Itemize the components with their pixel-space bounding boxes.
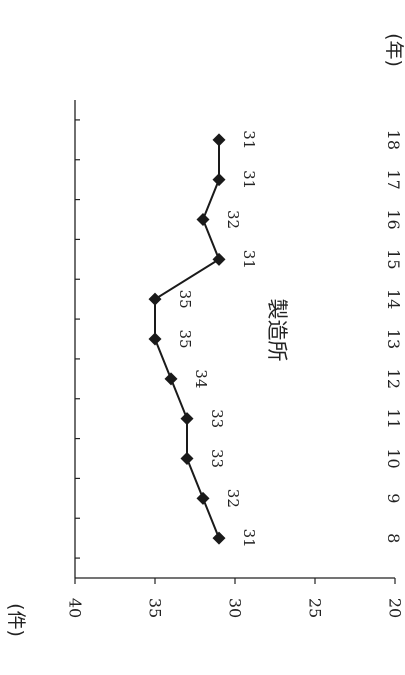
- markers: [148, 133, 226, 545]
- data-label: 32: [224, 489, 242, 508]
- data-point: [196, 491, 210, 505]
- data-point: [180, 452, 194, 465]
- data-point: [212, 173, 226, 187]
- x-tick-label: 15: [384, 249, 403, 269]
- data-label: 32: [224, 210, 242, 229]
- x-axis-unit-label: (年): [383, 33, 405, 67]
- x-ticks: 8 9 10 11 12 13 14 15 16 17 18: [75, 119, 403, 559]
- x-tick-label: 12: [384, 369, 403, 389]
- data-point: [148, 332, 162, 346]
- data-point: [212, 133, 226, 147]
- x-tick-label: 14: [384, 289, 403, 309]
- data-labels: 31 32 33 33 34 35 35 31 32 31 31: [176, 130, 258, 547]
- data-label: 34: [192, 369, 210, 388]
- y-ticks: 20 25 30 35 40: [66, 578, 405, 618]
- data-point: [180, 412, 194, 426]
- data-label: 35: [176, 329, 194, 348]
- x-tick-label: 17: [384, 169, 403, 189]
- x-tick-label: 16: [384, 209, 403, 229]
- chart-rotated-group: 8 9 10 11 12 13 14 15 16 17 18 20 25 30 35 40 31 32 33 33…: [5, 33, 405, 637]
- data-label: 31: [240, 250, 258, 269]
- data-point: [148, 292, 162, 306]
- y-tick-label: 35: [146, 598, 165, 618]
- data-label: 31: [240, 170, 258, 189]
- x-tick-label: 9: [384, 493, 403, 503]
- data-point: [212, 531, 226, 545]
- data-label: 35: [176, 290, 194, 309]
- data-point: [164, 372, 178, 386]
- chart-title: 製造所: [265, 299, 289, 362]
- data-label: 33: [208, 449, 226, 468]
- data-label: 31: [240, 130, 258, 149]
- x-tick-label: 10: [384, 448, 403, 468]
- y-axis-unit-label: (件): [5, 603, 27, 637]
- x-tick-label: 11: [384, 408, 403, 428]
- y-tick-label: 25: [306, 598, 325, 618]
- x-tick-label: 18: [384, 130, 403, 150]
- data-point: [212, 252, 226, 266]
- x-tick-label: 8: [384, 533, 403, 543]
- y-tick-label: 40: [66, 598, 85, 618]
- data-label: 31: [240, 529, 258, 548]
- data-label: 33: [208, 409, 226, 428]
- y-tick-label: 30: [226, 598, 245, 618]
- y-tick-label: 20: [386, 598, 405, 618]
- data-point: [196, 213, 210, 226]
- x-tick-label: 13: [384, 329, 403, 349]
